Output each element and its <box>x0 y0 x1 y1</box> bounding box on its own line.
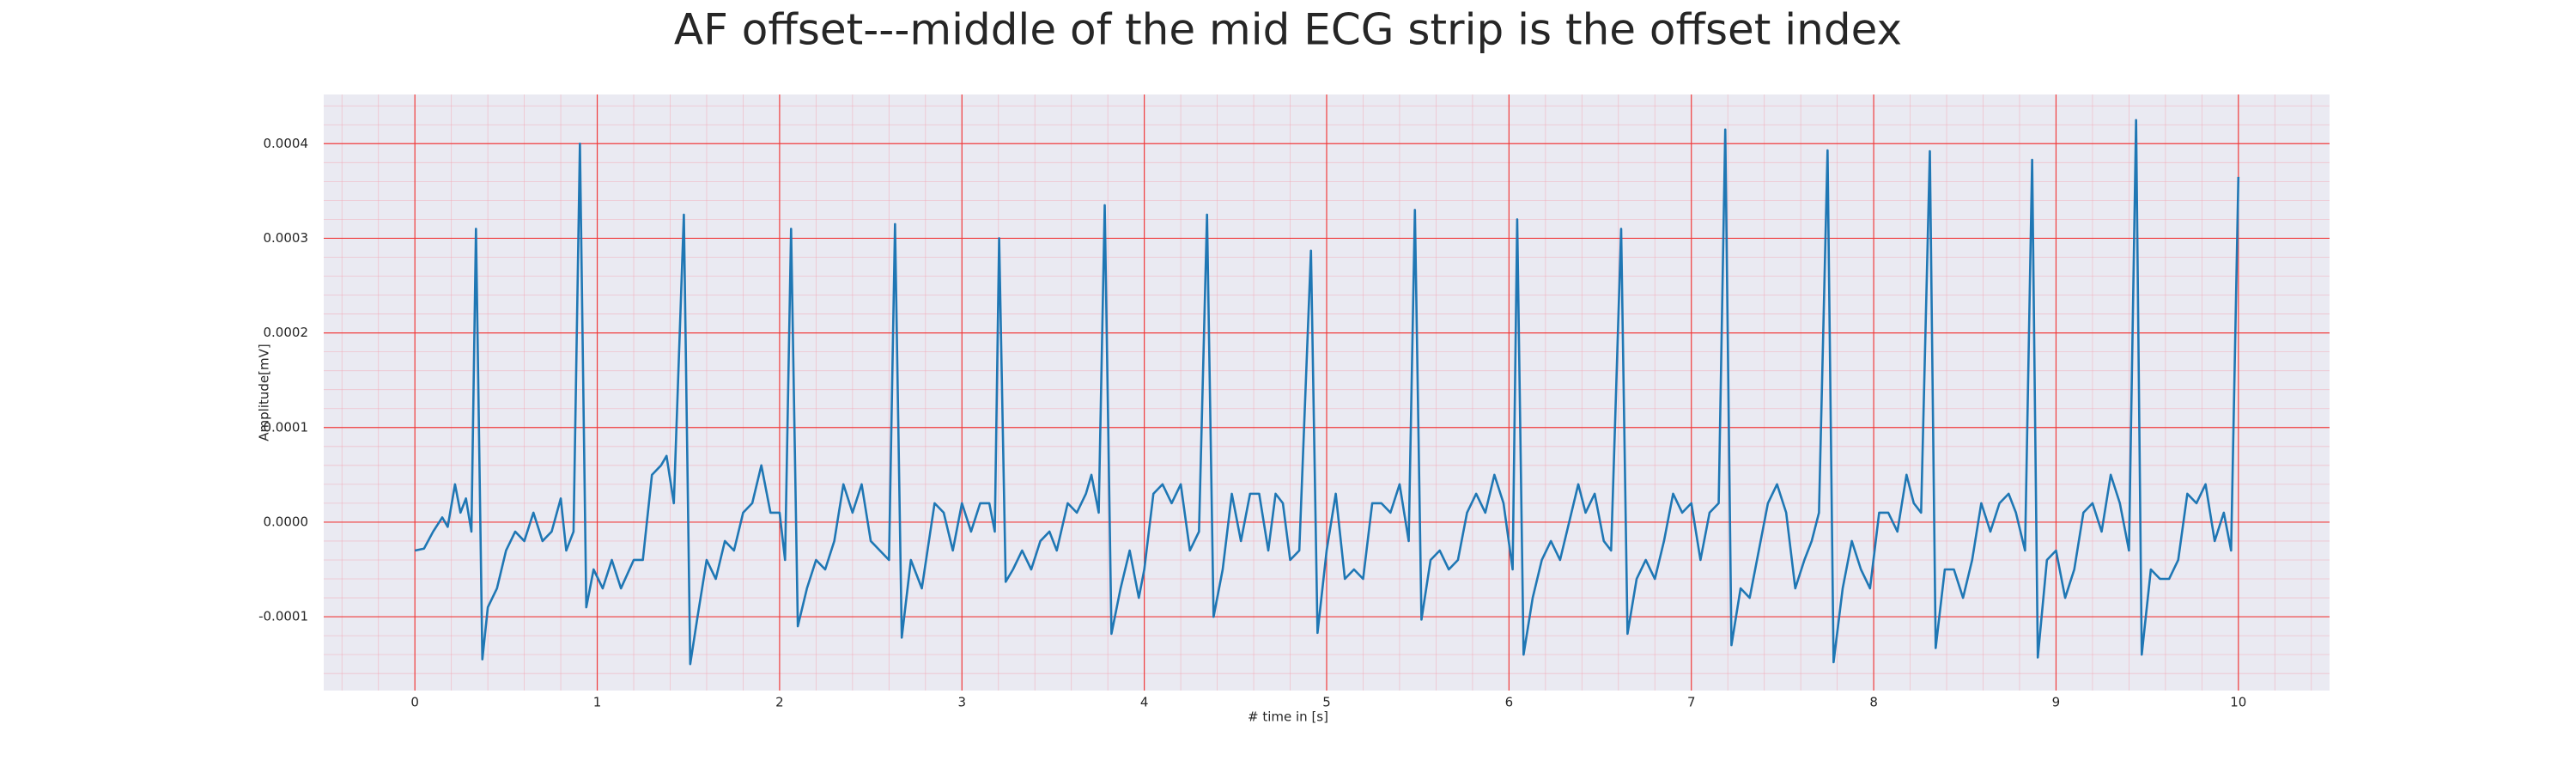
y-tick-label: 0.0000 <box>264 514 309 529</box>
x-axis-label: # time in [s] <box>1248 709 1328 725</box>
x-tick-label: 4 <box>1140 695 1149 710</box>
y-axis-label: Amplitude[mV] <box>257 344 272 441</box>
x-tick-label: 9 <box>2052 695 2061 710</box>
x-tick-label: 5 <box>1322 695 1331 710</box>
y-tick-label: 0.0002 <box>264 325 309 340</box>
y-tick-label: 0.0003 <box>264 230 309 246</box>
x-tick-label: 6 <box>1505 695 1514 710</box>
chart-title: AF offset---middle of the mid ECG strip … <box>674 5 1902 55</box>
x-tick-label: 2 <box>775 695 784 710</box>
x-tick-label: 1 <box>593 695 602 710</box>
x-tick-label: 8 <box>1869 695 1878 710</box>
y-tick-label: 0.0001 <box>264 419 309 435</box>
x-tick-label: 0 <box>410 695 419 710</box>
y-tick-label: -0.0001 <box>258 609 308 624</box>
y-tick-label: 0.0004 <box>264 136 309 151</box>
ecg-line <box>414 119 2240 666</box>
x-tick-label: 10 <box>2230 695 2246 710</box>
x-tick-label: 3 <box>957 695 966 710</box>
x-tick-label: 7 <box>1687 695 1696 710</box>
